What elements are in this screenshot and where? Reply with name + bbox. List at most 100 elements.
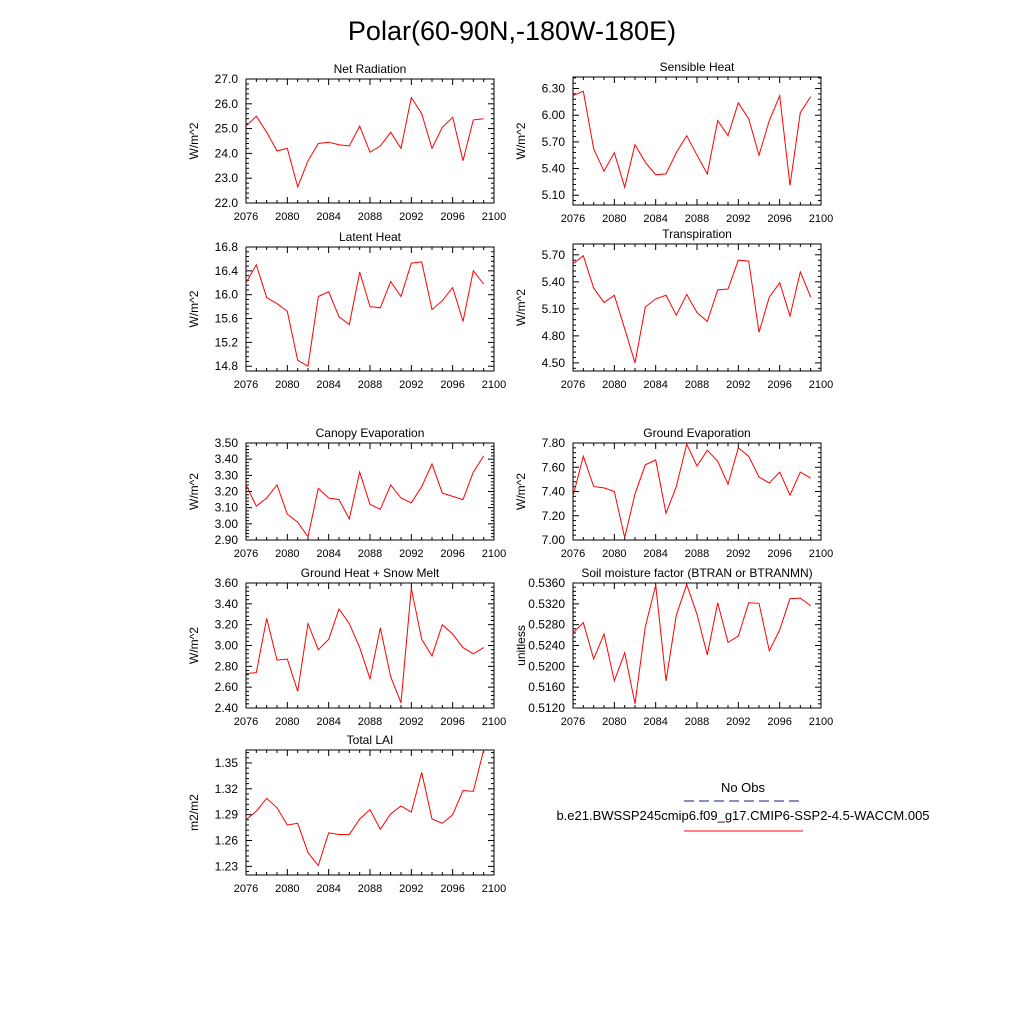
- y-tick-label: 15.6: [215, 312, 239, 326]
- x-tick-label: 2076: [234, 716, 258, 728]
- y-axis-label: W/m^2: [187, 122, 201, 159]
- x-tick-label: 2096: [767, 213, 791, 225]
- y-axis-label: W/m^2: [187, 473, 201, 510]
- panel-title: Soil moisture factor (BTRAN or BTRANMN): [581, 566, 812, 580]
- y-tick-label: 0.5320: [528, 597, 565, 611]
- x-tick-label: 2076: [561, 379, 585, 391]
- x-tick-label: 2084: [316, 211, 340, 223]
- series-line: [245, 261, 485, 367]
- panel-5: Canopy Evaporation W/m^2 2076 2080 2084 2088 2…: [187, 426, 506, 560]
- legend-model-label: b.e21.BWSSP245cmip6.f09_g17.CMIP6-SSP2-4…: [556, 808, 929, 823]
- series-line: [245, 588, 484, 703]
- x-tick-label: 2080: [602, 379, 626, 391]
- y-tick-label: 3.00: [215, 639, 239, 653]
- y-tick-label: 0.5160: [528, 680, 565, 694]
- x-tick-label: 2084: [316, 716, 340, 728]
- x-tick-label: 2092: [726, 379, 750, 391]
- y-tick-label: 1.29: [215, 808, 239, 822]
- y-axis-label: W/m^2: [514, 289, 528, 326]
- x-tick-label: 2096: [440, 883, 464, 895]
- y-tick-label: 5.10: [542, 302, 566, 316]
- panel-3: Latent Heat W/m^2 2076 2080 2084 2088 2092 2096…: [187, 230, 506, 391]
- x-tick-label: 2084: [643, 548, 667, 560]
- y-tick-label: 3.30: [215, 468, 239, 482]
- series-line: [572, 583, 812, 704]
- y-tick-label: 2.80: [215, 659, 239, 673]
- x-tick-label: 2076: [561, 548, 585, 560]
- y-tick-label: 16.0: [215, 288, 239, 302]
- x-tick-label: 2100: [482, 716, 506, 728]
- y-tick-label: 3.60: [215, 576, 239, 590]
- x-tick-label: 2096: [767, 548, 791, 560]
- x-tick-label: 2100: [809, 716, 833, 728]
- panel-9: Total LAI m2/m2 2076 2080 2084 2088 2092 2096 21…: [187, 733, 506, 895]
- panels-container: Net Radiation W/m^2 2076 2080 2084 2088 2092 20…: [187, 60, 833, 895]
- x-tick-label: 2088: [358, 211, 382, 223]
- x-tick-label: 2076: [561, 716, 585, 728]
- panel-title: Canopy Evaporation: [316, 426, 425, 440]
- panel-7: Ground Heat + Snow Melt W/m^2 2076 2080 2084…: [187, 566, 506, 728]
- y-axis-label: W/m^2: [514, 473, 528, 510]
- y-tick-label: 2.60: [215, 680, 239, 694]
- y-tick-label: 7.80: [542, 436, 566, 450]
- y-tick-label: 1.35: [215, 756, 239, 770]
- x-tick-label: 2092: [726, 213, 750, 225]
- y-tick-label: 3.20: [215, 485, 239, 499]
- figure-title: Polar(60-90N,-180W-180E): [348, 16, 676, 46]
- x-tick-label: 2080: [275, 883, 299, 895]
- x-tick-label: 2096: [440, 548, 464, 560]
- x-tick-label: 2100: [809, 379, 833, 391]
- series-line: [245, 455, 485, 539]
- x-tick-label: 2092: [399, 379, 423, 391]
- y-tick-label: 3.00: [215, 517, 239, 531]
- y-tick-label: 0.5280: [528, 618, 565, 632]
- x-tick-label: 2100: [482, 211, 506, 223]
- x-tick-label: 2092: [399, 716, 423, 728]
- y-tick-label: 0.5120: [528, 701, 565, 715]
- y-tick-label: 7.40: [542, 485, 566, 499]
- x-tick-label: 2088: [685, 716, 709, 728]
- x-tick-label: 2096: [767, 379, 791, 391]
- x-tick-label: 2076: [234, 883, 258, 895]
- y-tick-label: 6.00: [542, 108, 566, 122]
- panel-1: Net Radiation W/m^2 2076 2080 2084 2088 2092 20…: [187, 62, 506, 223]
- legend-obs-label: No Obs: [721, 780, 766, 795]
- x-tick-label: 2076: [234, 379, 258, 391]
- y-tick-label: 7.60: [542, 460, 566, 474]
- y-axis-label: W/m^2: [187, 290, 201, 327]
- x-tick-label: 2100: [482, 379, 506, 391]
- x-tick-label: 2084: [643, 379, 667, 391]
- y-tick-label: 3.40: [215, 597, 239, 611]
- y-tick-label: 1.26: [215, 834, 239, 848]
- x-tick-label: 2084: [316, 379, 340, 391]
- x-tick-label: 2080: [275, 211, 299, 223]
- panel-6: Ground Evaporation W/m^2 2076 2080 2084 2088 2…: [514, 426, 833, 560]
- y-tick-label: 15.2: [215, 335, 239, 349]
- y-tick-label: 2.90: [215, 533, 239, 547]
- x-tick-label: 2076: [561, 213, 585, 225]
- y-tick-label: 4.80: [542, 329, 566, 343]
- panel-title: Ground Heat + Snow Melt: [301, 566, 440, 580]
- x-tick-label: 2096: [767, 716, 791, 728]
- y-tick-label: 3.40: [215, 452, 239, 466]
- series-line: [572, 442, 811, 538]
- x-tick-label: 2088: [358, 379, 382, 391]
- x-tick-label: 2080: [602, 548, 626, 560]
- x-tick-label: 2100: [482, 548, 506, 560]
- x-tick-label: 2084: [643, 213, 667, 225]
- x-tick-label: 2096: [440, 379, 464, 391]
- x-tick-label: 2080: [275, 548, 299, 560]
- x-tick-label: 2088: [685, 379, 709, 391]
- y-tick-label: 26.0: [215, 97, 239, 111]
- y-tick-label: 5.40: [542, 275, 566, 289]
- x-tick-label: 2088: [685, 213, 709, 225]
- y-axis-label: unitless: [514, 625, 528, 666]
- panel-title: Sensible Heat: [660, 60, 735, 74]
- y-tick-label: 0.5240: [528, 639, 565, 653]
- y-tick-label: 0.5200: [528, 659, 565, 673]
- x-tick-label: 2100: [809, 548, 833, 560]
- y-tick-label: 3.50: [215, 436, 239, 450]
- x-tick-label: 2088: [685, 548, 709, 560]
- series-line: [572, 254, 812, 364]
- y-tick-label: 16.4: [215, 264, 239, 278]
